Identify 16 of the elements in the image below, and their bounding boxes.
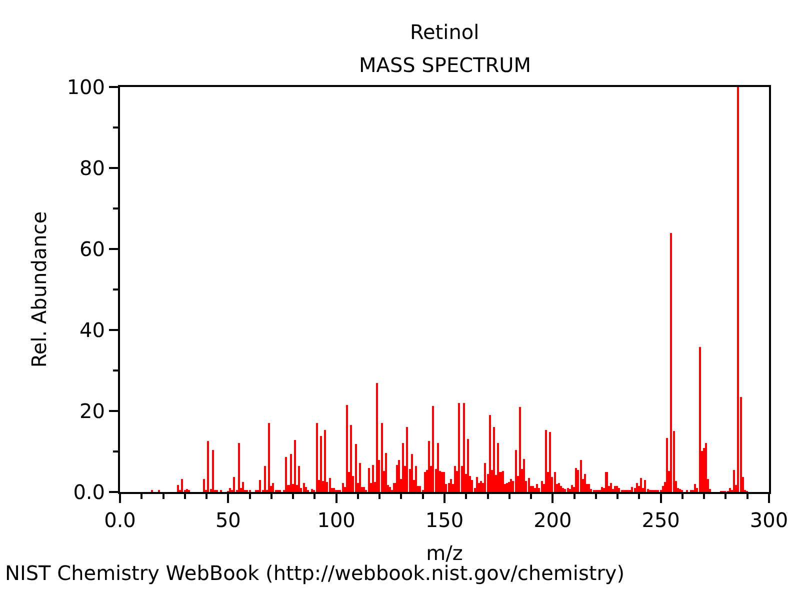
y-tick-label: 80 [80, 156, 105, 180]
x-tick-label: 0.0 [104, 508, 136, 532]
y-axis-title: Rel. Abundance [26, 211, 51, 368]
y-tick-label: 100 [66, 75, 105, 99]
y-tick-label: 0.0 [73, 480, 105, 504]
y-tick-label: 20 [80, 399, 105, 423]
x-tick-label: 150 [425, 508, 464, 532]
chart-subtitle: MASS SPECTRUM [359, 53, 532, 77]
x-tick-label: 250 [642, 508, 680, 532]
x-tick-label: 50 [215, 508, 241, 532]
chart-title: Retinol [410, 20, 480, 44]
x-tick-label: 100 [317, 508, 356, 532]
y-tick-label: 40 [80, 318, 105, 342]
x-tick-label: 300 [750, 508, 788, 532]
y-tick-label: 60 [80, 237, 105, 261]
x-tick-label: 200 [534, 508, 572, 532]
